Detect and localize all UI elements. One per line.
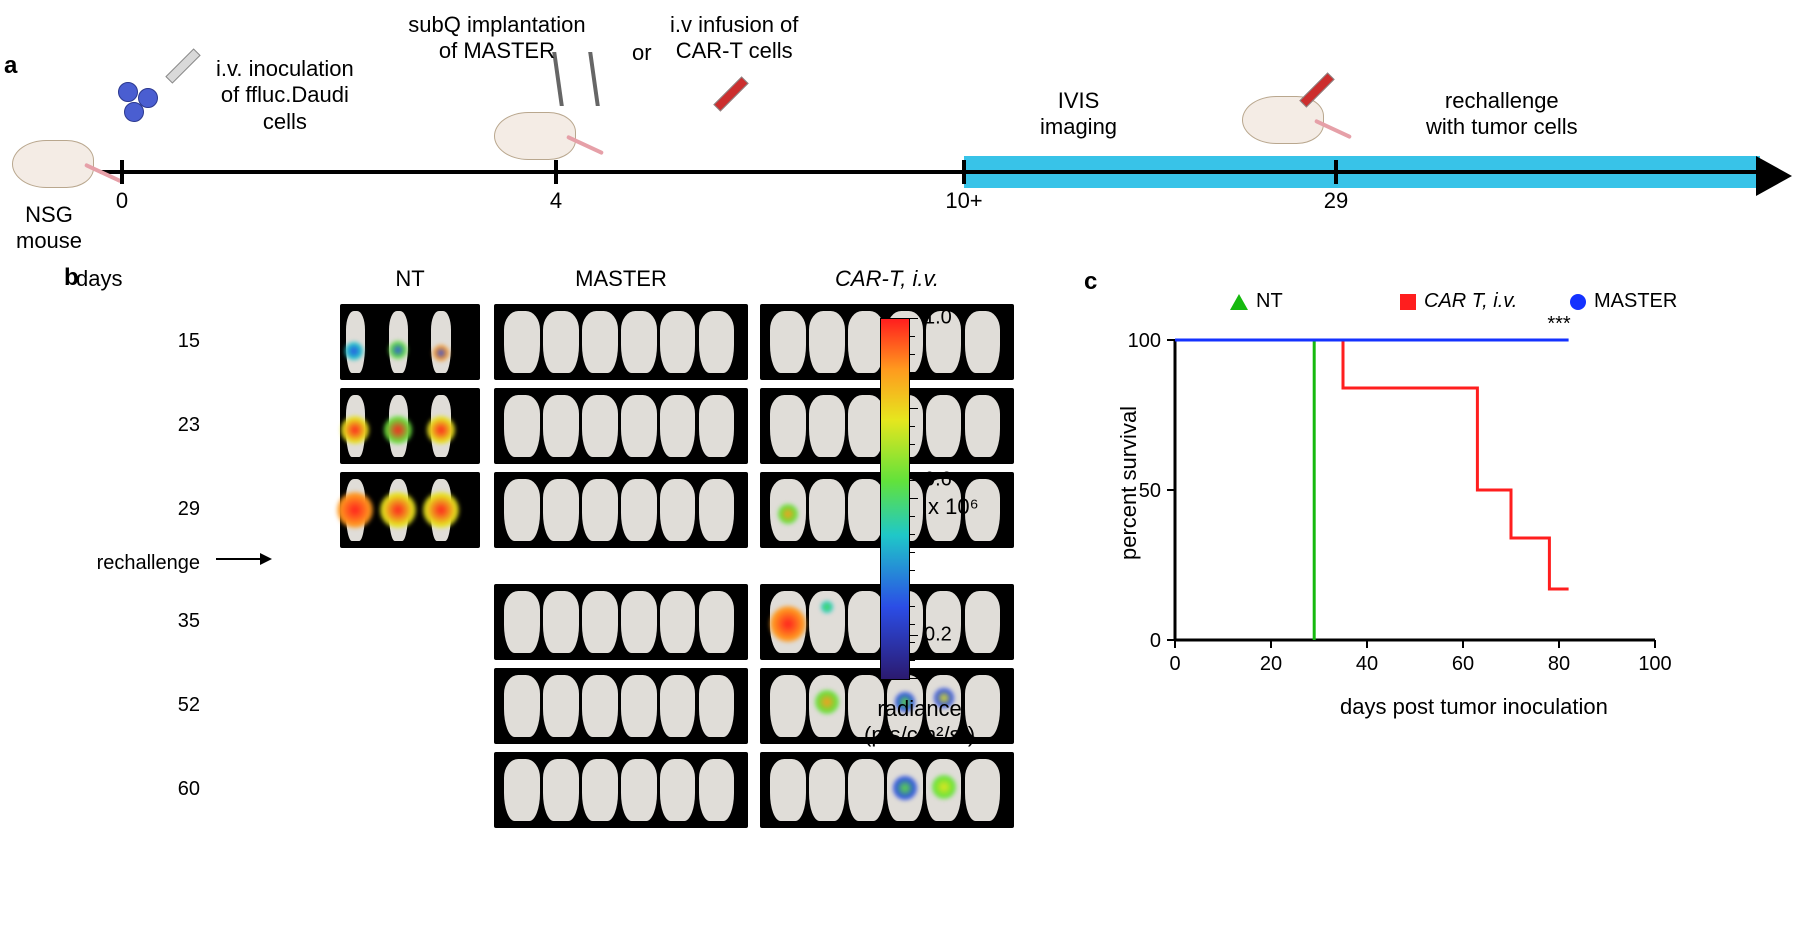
ivis-row-day: 60: [60, 778, 200, 801]
ivis-panel: [494, 304, 748, 380]
ivis-panel: [494, 584, 748, 660]
ivis-panel: [494, 472, 748, 548]
ivis-row-day: 23: [60, 414, 200, 437]
legend-item: NT: [1230, 290, 1283, 313]
svg-text:100: 100: [1128, 330, 1161, 352]
mouse-icon: [1242, 96, 1324, 144]
ivis-panel: [340, 388, 480, 464]
colorbar-tick-label: 1.0: [924, 307, 952, 330]
syringe-icon: [165, 48, 200, 83]
ivis-row-day: 52: [60, 694, 200, 717]
ivis-panel: [494, 752, 748, 828]
legend-label: NT: [1256, 290, 1283, 313]
timeline-tick: [1334, 160, 1338, 184]
colorbar-tick-label: 0.2: [924, 623, 952, 646]
legend-item: MASTER: [1570, 290, 1677, 313]
colorbar-gradient: [880, 318, 910, 680]
timeline-tick-label: 0: [116, 188, 128, 214]
timeline-axis: [100, 170, 1760, 174]
svg-text:0: 0: [1150, 630, 1161, 652]
ivis-column-header: CAR-T, i.v.: [835, 266, 939, 292]
or-text: or: [632, 40, 652, 66]
ivis-row-day: 15: [60, 330, 200, 353]
ivis-row-day: 35: [60, 610, 200, 633]
legend-label: CAR T, i.v.: [1424, 290, 1517, 313]
rechallenge-text: rechallenge with tumor cells: [1426, 88, 1578, 141]
svg-text:***: ***: [1547, 313, 1571, 335]
svg-text:20: 20: [1260, 653, 1282, 675]
rechallenge-label: rechallenge: [60, 552, 200, 575]
svg-text:60: 60: [1452, 653, 1474, 675]
colorbar: x 10⁶ radiance (p/s/cm²/sr) 1.00.60.2: [880, 318, 910, 680]
nsg-mouse-label: NSG mouse: [16, 202, 82, 255]
svg-text:100: 100: [1638, 653, 1671, 675]
svg-text:0: 0: [1169, 653, 1180, 675]
legend-marker-icon: [1570, 294, 1586, 310]
legend-item: CAR T, i.v.: [1400, 290, 1517, 313]
ivis-row-day: 29: [60, 498, 200, 521]
iv-cart-text: i.v infusion of CAR-T cells: [670, 12, 798, 65]
rechallenge-arrow-icon: [216, 558, 270, 560]
svg-text:80: 80: [1548, 653, 1570, 675]
legend-marker-icon: [1230, 294, 1248, 310]
ivis-column-header: NT: [395, 266, 424, 292]
ivis-panel: [494, 388, 748, 464]
timeline-tick: [554, 160, 558, 184]
survival-xlabel: days post tumor inoculation: [1340, 694, 1608, 720]
ivis-panel: [340, 304, 480, 380]
mouse-icon: [12, 140, 94, 188]
ivis-text: IVIS imaging: [1040, 88, 1117, 141]
svg-text:40: 40: [1356, 653, 1378, 675]
panel-b-ivis-grid: days NT MASTER CAR-T, i.v. 15 23 29 35 52 60 rech…: [60, 260, 1000, 920]
ivis-panel: [760, 752, 1014, 828]
ivis-panel: [494, 668, 748, 744]
cells-icon: [118, 82, 168, 122]
colorbar-title: radiance (p/s/cm²/sr): [864, 696, 975, 749]
days-header: days: [76, 266, 122, 292]
timeline-tick-label: 10+: [945, 188, 982, 214]
timeline-arrowhead: [1756, 156, 1792, 196]
panel-a-timeline: NSG mouse i.v. inoculation of ffluc.Daud…: [10, 10, 1790, 240]
subq-text: subQ implantation of MASTER: [408, 12, 585, 65]
survival-ylabel: percent survival: [1116, 406, 1142, 560]
timeline-tick: [120, 160, 124, 184]
inoculation-text: i.v. inoculation of ffluc.Daudi cells: [216, 56, 354, 135]
mouse-icon: [494, 112, 576, 160]
ivis-panel: [340, 472, 480, 548]
survival-svg: 0 20 40 60 80 100 0 50 100 ***: [1080, 280, 1720, 750]
colorbar-tick-label: 0.6: [924, 469, 952, 492]
timeline-tick-label: 4: [550, 188, 562, 214]
legend-label: MASTER: [1594, 290, 1677, 313]
timeline-tick: [962, 160, 966, 184]
svg-text:50: 50: [1139, 480, 1161, 502]
ivis-column-header: MASTER: [575, 266, 667, 292]
syringe-icon: [713, 76, 748, 111]
panel-c-survival-plot: 0 20 40 60 80 100 0 50 100 *** days post tumor in…: [1080, 280, 1720, 750]
colorbar-unit: x 10⁶: [928, 494, 979, 520]
timeline-tick-label: 29: [1324, 188, 1348, 214]
legend-marker-icon: [1400, 294, 1416, 310]
